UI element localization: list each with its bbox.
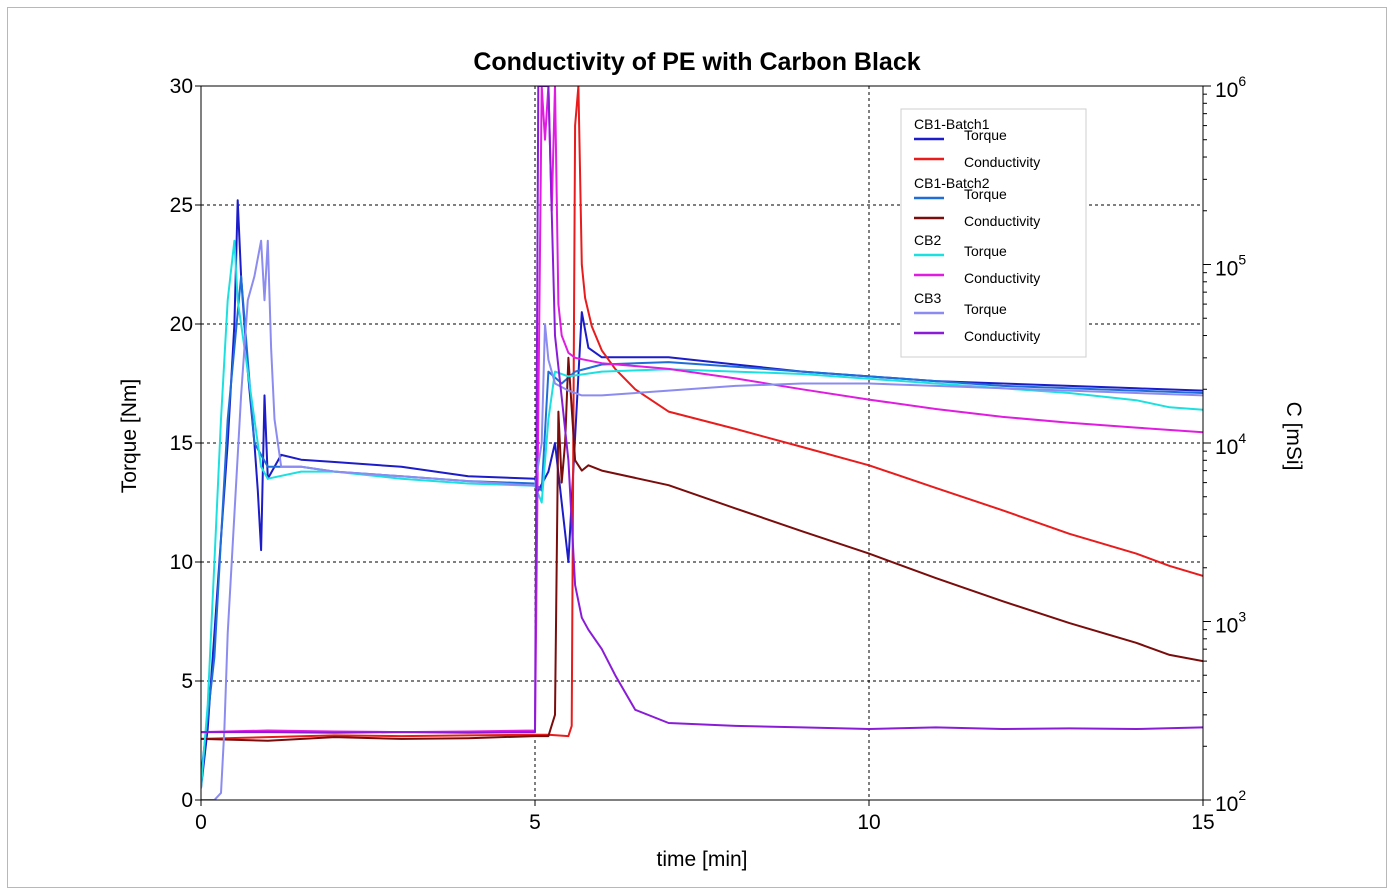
legend-entry-label: Conductivity	[964, 154, 1040, 170]
series-layer	[201, 86, 1203, 800]
y-left-tick-label: 10	[170, 551, 193, 574]
legend-entry-label: Conductivity	[964, 328, 1040, 344]
line-chart: Conductivity of PE with Carbon Black 0 5 1…	[118, 48, 1305, 871]
y-left-axis-ticks: 0 5 10 15 20 25 30	[170, 75, 201, 812]
chart-title: Conductivity of PE with Carbon Black	[473, 48, 920, 76]
series-line-cb2-conductivity	[201, 86, 1203, 734]
legend-entry-label: Conductivity	[964, 270, 1040, 286]
y-right-tick-label: 103	[1215, 609, 1246, 638]
y-right-tick-label: 105	[1215, 252, 1246, 281]
x-tick-label: 10	[857, 811, 880, 834]
series-line-cb1-batch2-conductivity	[201, 356, 1203, 742]
y-left-tick-label: 15	[170, 432, 193, 455]
x-tick-label: 5	[529, 811, 541, 834]
x-tick-label: 0	[195, 811, 207, 834]
y-left-axis-title: Torque [Nm]	[118, 379, 141, 493]
legend-entry-label: Torque	[964, 186, 1007, 202]
y-right-tick-label: 102	[1215, 787, 1246, 816]
legend: CB1-Batch1TorqueConductivityCB1-Batch2To…	[900, 108, 1087, 358]
legend-entry-label: Conductivity	[964, 213, 1040, 229]
series-line-cb3-conductivity	[201, 86, 1203, 734]
x-axis-ticks: 0 5 10 15	[195, 800, 1215, 834]
legend-entry-label: Torque	[964, 243, 1007, 259]
y-left-tick-label: 5	[181, 670, 193, 693]
y-left-tick-label: 30	[170, 75, 193, 98]
chart-frame: Conductivity of PE with Carbon Black 0 5 1…	[7, 7, 1387, 888]
y-right-axis-ticks: 102 103 104 105 106	[1203, 73, 1246, 816]
legend-group-label: CB2	[914, 232, 941, 248]
series-line-cb1-batch2-torque	[201, 275, 1203, 777]
legend-entry-label: Torque	[964, 127, 1007, 143]
y-right-axis-title: C [mSi]	[1282, 402, 1305, 471]
legend-group-label: CB1-Batch2	[914, 175, 990, 191]
y-right-tick-label: 104	[1215, 430, 1246, 459]
legend-group-label: CB1-Batch1	[914, 116, 990, 132]
y-right-tick-label: 106	[1215, 73, 1246, 102]
y-left-tick-label: 0	[181, 789, 193, 812]
y-left-tick-label: 20	[170, 313, 193, 336]
legend-entry-label: Torque	[964, 301, 1007, 317]
legend-group-label: CB3	[914, 290, 941, 306]
x-tick-label: 15	[1191, 811, 1214, 834]
y-left-tick-label: 25	[170, 194, 193, 217]
series-line-cb3-torque	[201, 239, 1203, 800]
legend-box	[900, 108, 1087, 358]
series-line-cb1-batch1-conductivity	[201, 86, 1203, 740]
x-axis-title: time [min]	[656, 848, 747, 871]
series-line-cb2-torque	[201, 239, 1203, 789]
